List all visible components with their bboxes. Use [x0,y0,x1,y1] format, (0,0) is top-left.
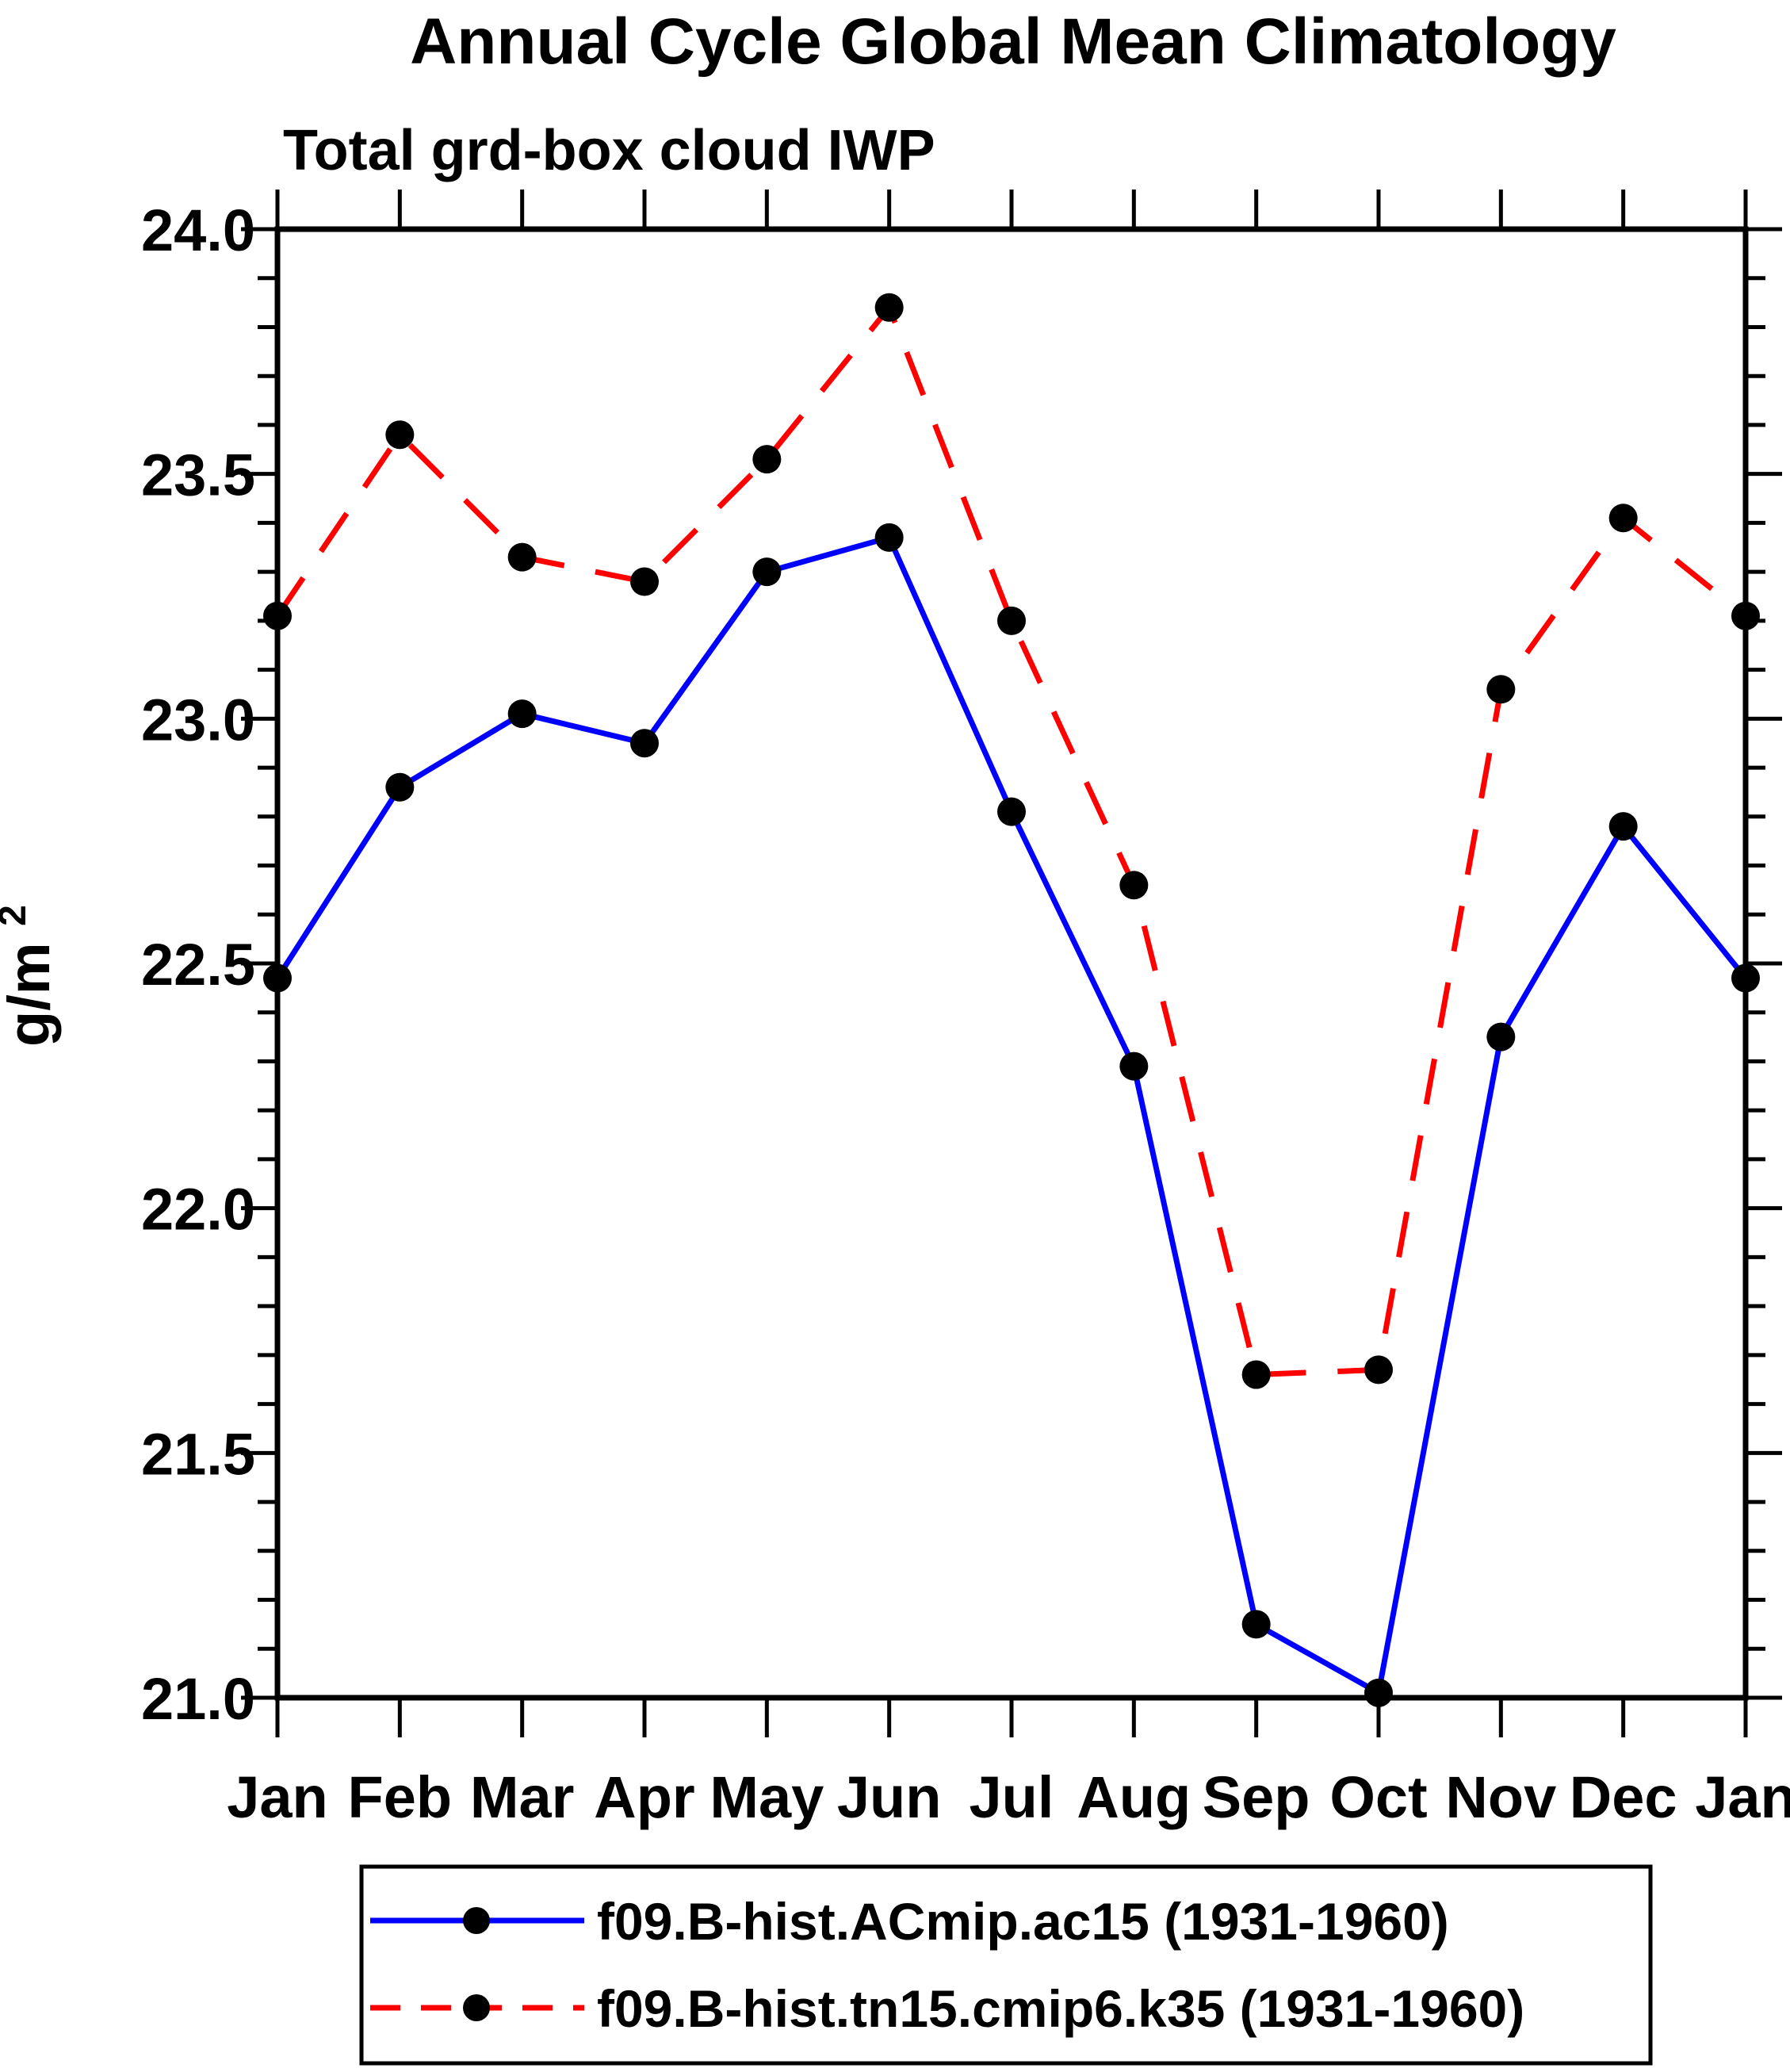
legend-marker-1 [463,1994,490,2021]
y-tick-label: 23.5 [141,442,255,508]
x-tick-label: Sep [1203,1764,1310,1830]
axis-ticks [241,190,1782,1737]
x-tick-label: Jul [970,1764,1054,1830]
x-tick-label: Jan [1695,1764,1790,1830]
x-tick-label: Mar [470,1764,575,1830]
y-tick-labels: 21.0 21.5 22.0 22.5 23.0 23.5 24.0 [141,197,255,1732]
series-lines [275,301,1748,1698]
data-point-marker [752,557,782,587]
series-line-0 [275,534,1748,1698]
x-tick-label: Dec [1570,1764,1677,1830]
data-point-marker [1119,871,1149,900]
data-point-markers [263,293,1760,1707]
series-line-1 [275,301,1748,1378]
data-point-marker [1608,812,1638,841]
data-point-marker [752,445,782,474]
y-tick-label: 21.5 [141,1421,255,1487]
x-tick-labels: Jan Feb Mar Apr May Jun Jul Aug Sep Oct Nov Dec Jan [227,1764,1790,1830]
y-axis-label-base: g/m [0,942,62,1047]
y-tick-label: 24.0 [141,197,255,263]
chart-title: Annual Cycle Global Mean Climatology [410,6,1616,78]
legend-glyphs [370,1907,584,2021]
x-tick-label: Feb [348,1764,453,1830]
legend-label-series-1: f09.B-hist.tn15.cmip6.k35 (1931-1960) [597,1979,1524,2038]
data-point-marker [874,523,904,552]
data-point-marker [630,567,659,596]
chart-subtitle: Total grd-box cloud IWP [283,119,935,182]
data-point-marker [630,729,659,758]
legend-box [359,1864,1653,2066]
legend-marker-0 [463,1907,490,1934]
data-point-marker [997,797,1026,826]
data-point-marker [1241,1360,1271,1389]
data-point-marker [385,420,415,450]
x-tick-label: Aug [1077,1764,1191,1830]
data-point-marker [1608,504,1638,533]
y-tick-label: 23.0 [141,687,255,753]
y-axis-label: g/m 2 [0,905,62,1047]
data-point-marker [385,772,415,802]
data-point-marker [997,606,1026,635]
data-point-marker [1486,675,1516,704]
y-axis-label-superscript: 2 [0,905,34,926]
x-tick-label: Jan [227,1764,328,1830]
y-tick-label: 21.0 [141,1666,255,1732]
plot-border [274,226,1749,1701]
data-point-marker [507,542,537,572]
data-point-marker [1486,1022,1516,1051]
data-point-marker [507,699,537,729]
data-point-marker [1364,1678,1393,1707]
x-tick-label: Jun [837,1764,942,1830]
data-point-marker [1241,1610,1271,1639]
x-tick-label: Oct [1329,1764,1427,1830]
y-tick-label: 22.5 [141,932,255,998]
y-tick-label: 22.0 [141,1177,255,1243]
legend: f09.B-hist.ACmip.ac15 (1931-1960) f09.B-… [359,1864,1653,2066]
legend-label-series-0: f09.B-hist.ACmip.ac15 (1931-1960) [597,1892,1449,1951]
x-tick-label: May [709,1764,824,1830]
data-point-marker [1364,1355,1393,1385]
data-point-marker [874,293,904,322]
x-tick-label: Nov [1445,1764,1556,1830]
data-point-marker [1119,1051,1149,1081]
x-tick-label: Apr [594,1764,694,1830]
